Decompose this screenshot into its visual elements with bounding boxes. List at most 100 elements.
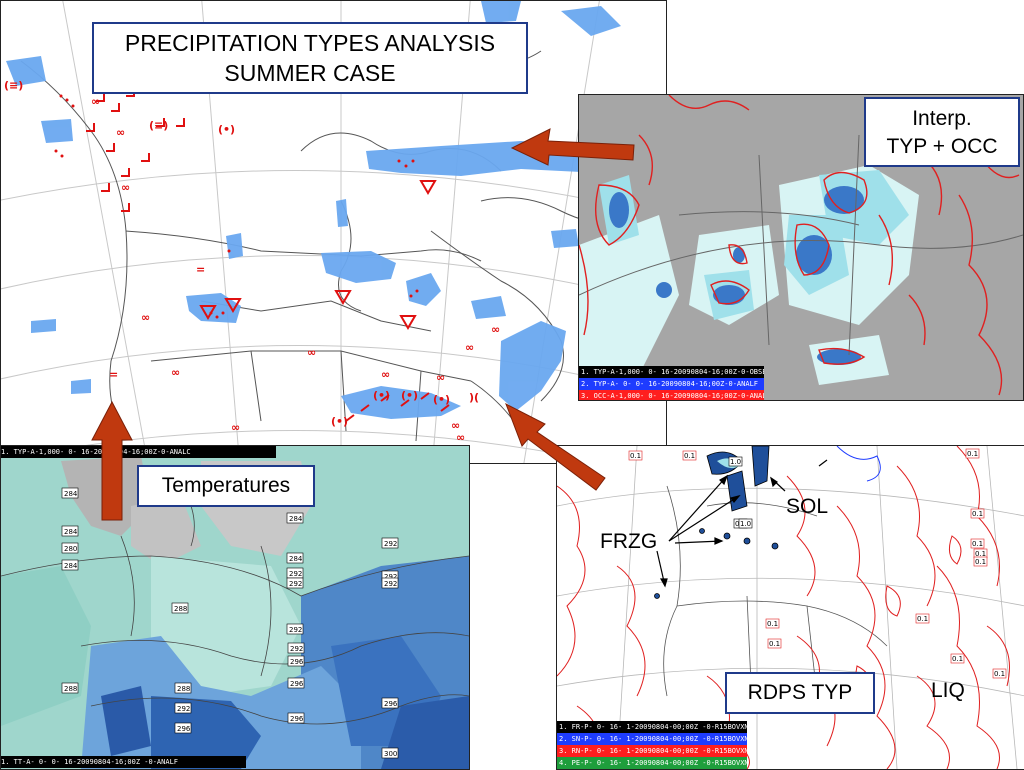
svg-text:(≡): (≡) [149,119,168,132]
isotherm-label-box [287,642,305,654]
contour-label-box [970,508,985,519]
sol-label: SOL [786,495,829,518]
isotherm-label: 284 [64,528,78,536]
isotherm-label-box [61,542,79,554]
isotherm-label-box [286,512,304,524]
rdps-legend-row-3: 3. RN-P- 0- 16- 1-20090804-00;00Z -0-R15… [557,745,747,757]
isotherm-label: 288 [177,685,190,693]
isotherm-label: 288 [64,685,77,693]
isotherm-label: 296 [290,680,304,688]
contour-label: 0.1 [767,620,778,628]
svg-text:∞: ∞ [141,311,150,324]
isotherm-label-box [287,712,305,724]
svg-text:∞: ∞ [381,368,390,381]
interp-callout-line-2: TYP + OCC [886,135,998,158]
interp-legend: 1. TYP-A-1,000- 0- 16-20090804-16;00Z-0-… [579,366,764,400]
svg-text:∞: ∞ [456,431,465,444]
contour-label: 0.1 [994,670,1005,678]
svg-text:∞: ∞ [91,95,100,108]
isotherm-label-box [286,623,304,635]
interp-legend-row-3: 3. OCC-A-1,000- 0- 16-20090804-16;00Z-0-… [579,390,764,400]
svg-text:=: = [196,263,205,276]
temperatures-callout-label: Temperatures [161,474,291,497]
contour-label-box [915,613,930,624]
liq-label: LIQ [931,679,965,702]
contour-label-box [970,538,985,549]
isotherm-label-box [381,697,399,709]
isotherm-label-box [61,559,79,571]
frzg-label: FRZG [600,530,658,553]
isotherm-label-box [174,702,192,714]
isotherm-label: 292 [289,580,302,588]
isotherm-label-layer: 2842842802842842842842882922922922922922… [61,487,399,759]
svg-text:=: = [109,368,118,381]
isotherm-label-box [174,722,192,734]
arrow-rdps-to-main [505,402,606,491]
contour-label: 0.1 [769,640,780,648]
interp-callout-line-1: Interp. [912,107,972,130]
isotherm-label-box [61,525,79,537]
isotherm-label-box [287,677,305,689]
isotherm-label-box [174,682,192,694]
isotherm-label: 300 [384,750,397,758]
isotherm-label: 292 [290,645,303,653]
svg-text:(≡): (≡) [4,79,23,92]
contour-label-box [765,618,780,629]
isotherm-label: 292 [384,573,397,581]
svg-text:(•): (•) [401,389,418,402]
contour-label: 1.0 [740,520,751,528]
svg-text:∞: ∞ [307,346,316,359]
rdps-callout-box: RDPS TYP [725,672,875,714]
contour-label: 0.1 [967,450,978,458]
interp-legend-row-2: 2. TYP-A- 0- 0- 16-20090804-16;00Z-0-ANA… [579,378,764,390]
isotherm-label: 296 [290,715,304,723]
contour-label: 0.1 [684,452,695,460]
contour-label: 0.1 [972,510,983,518]
rdps-legend: 1. FR-P- 0- 16- 1-20090804-00;00Z -0-R15… [557,721,747,769]
arrow-temperatures-to-main [91,400,133,521]
contour-label-box [973,556,988,567]
title-box: PRECIPITATION TYPES ANALYSIS SUMMER CASE [92,22,528,94]
contour-label: 0.1 [975,558,986,566]
isotherm-label: 292 [289,626,302,634]
isotherm-label-box [171,602,189,614]
isotherm-label: 296 [177,725,191,733]
contour-label-box [682,450,697,461]
interp-callout-box: Interp. TYP + OCC [864,97,1020,167]
isotherm-label-box [286,577,304,589]
isotherm-label: 280 [64,545,77,553]
isotherm-label: 284 [289,555,303,563]
svg-text:∞: ∞ [451,419,460,432]
svg-text:∞: ∞ [121,181,130,194]
isotherm-label-box [381,577,399,589]
contour-label: 0.1 [952,655,963,663]
svg-text:∞: ∞ [116,126,125,139]
isotherm-label: 292 [177,705,190,713]
isotherm-label: 296 [384,700,398,708]
isotherm-label: 292 [384,540,397,548]
title-line-2: SUMMER CASE [224,60,396,86]
svg-text:(•): (•) [433,393,450,406]
contour-label-box [628,450,643,461]
contour-label-box [950,653,965,664]
arrow-interp-to-main [510,128,635,166]
svg-text:∞: ∞ [465,341,474,354]
rdps-legend-row-2: 2. SN-P- 0- 16- 1-20090804-00;00Z -0-R15… [557,733,747,745]
temperature-header: 1. TYP-A-1,000- 0- 16-20090804-16;00Z-0-… [1,446,276,458]
svg-text:∞: ∞ [491,323,500,336]
isotherm-label-box [381,537,399,549]
contour-label-box [728,456,743,467]
svg-text:∞: ∞ [231,421,240,434]
isotherm-label: 284 [64,562,78,570]
svg-text:(•): (•) [373,389,390,402]
contour-label: 1.0 [730,458,741,466]
title-line-1: PRECIPITATION TYPES ANALYSIS [124,30,496,56]
contour-label-box [992,668,1007,679]
svg-text:(•): (•) [218,123,235,136]
rdps-legend-row-4: 4. PE-P- 0- 16- 1-20090804-00;00Z -0-R15… [557,757,747,769]
isotherm-label: 288 [174,605,187,613]
svg-text:(•): (•) [331,415,348,428]
contour-label: 0.1 [972,540,983,548]
temperatures-callout-box: Temperatures [137,465,315,507]
